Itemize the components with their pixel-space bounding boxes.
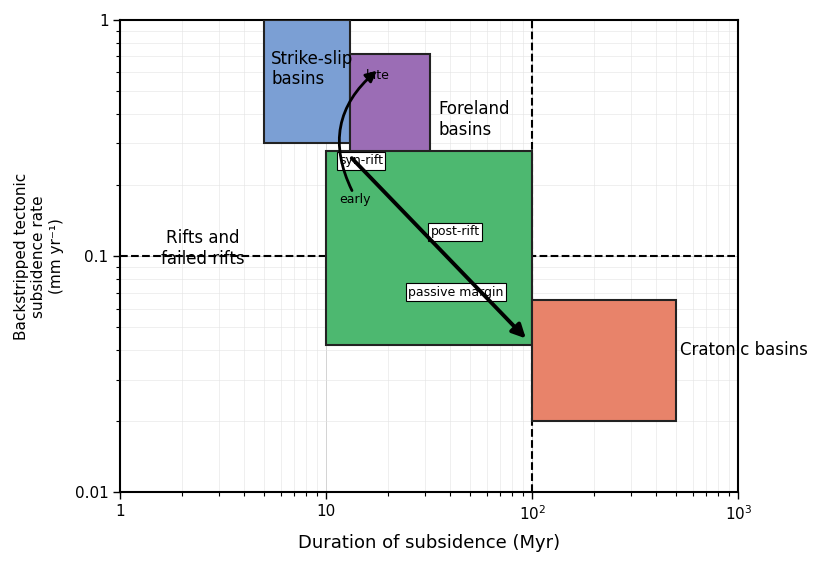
Text: Foreland
basins: Foreland basins: [438, 100, 509, 139]
Bar: [350, 54, 430, 196]
Bar: [264, 20, 350, 143]
Text: late: late: [365, 69, 389, 82]
Text: Strike-slip
basins: Strike-slip basins: [271, 50, 353, 88]
Text: Rifts and
failed rifts: Rifts and failed rifts: [161, 229, 244, 268]
Bar: [326, 151, 532, 345]
Text: Cratonic basins: Cratonic basins: [679, 341, 807, 359]
Text: post-rift: post-rift: [430, 225, 479, 238]
Y-axis label: Backstripped tectonic
subsidence rate
(mm yr⁻¹): Backstripped tectonic subsidence rate (m…: [14, 173, 64, 340]
Text: syn-rift: syn-rift: [338, 155, 382, 168]
Text: passive margin: passive margin: [408, 286, 503, 299]
Bar: [532, 301, 676, 421]
X-axis label: Duration of subsidence (Myr): Duration of subsidence (Myr): [298, 534, 559, 552]
Text: early: early: [338, 193, 370, 206]
